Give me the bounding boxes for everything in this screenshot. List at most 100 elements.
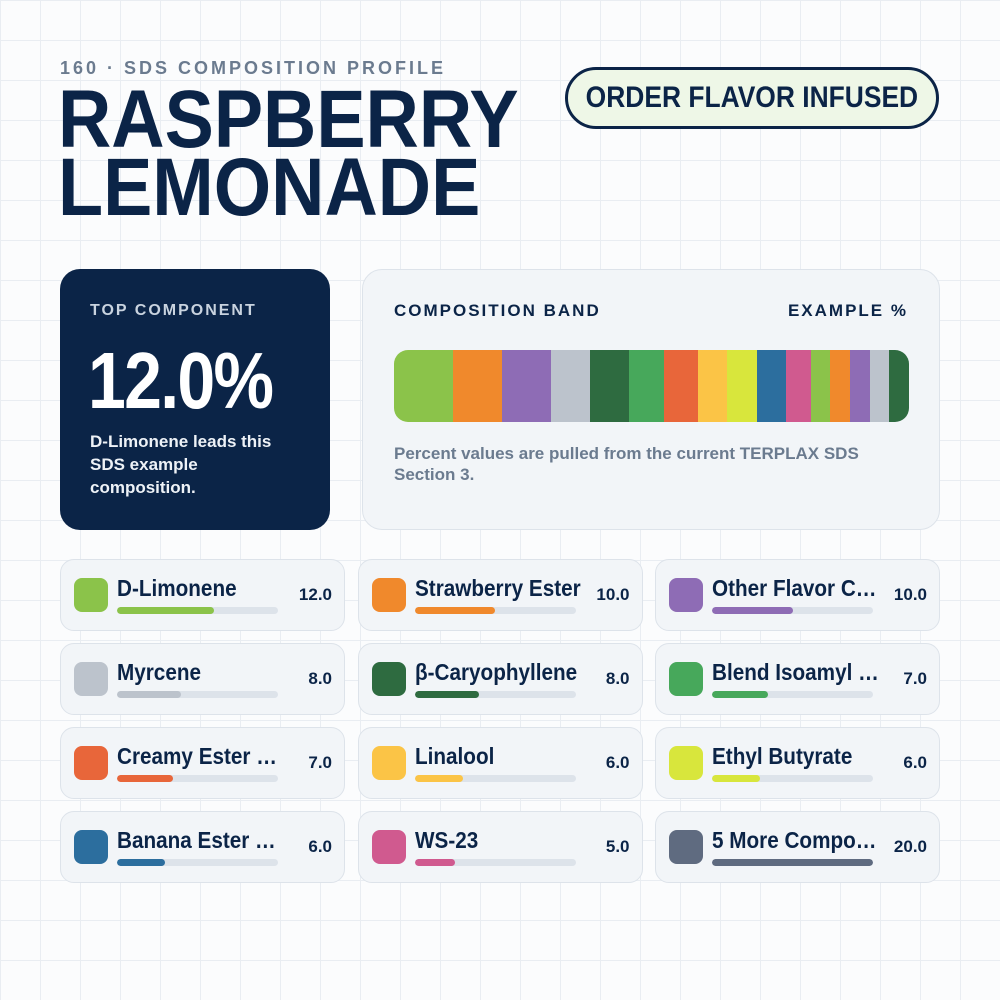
component-color-swatch — [669, 662, 703, 696]
component-name: Myrcene — [117, 659, 201, 685]
title-line-2: LEMONADE — [58, 142, 481, 233]
component-percent: 5.0 — [605, 837, 630, 856]
component-name: Banana Ester … — [117, 827, 276, 853]
component-bar-track — [414, 775, 576, 782]
component-color-swatch — [74, 578, 108, 612]
component-card: β-Caryophyllene 8.0 — [357, 643, 643, 715]
component-bar-track — [414, 607, 576, 614]
component-color-swatch — [669, 746, 703, 780]
component-card: Blend Isoamyl … 7.0 — [655, 643, 940, 715]
component-percent: 6.0 — [903, 753, 927, 772]
band-segment — [756, 350, 787, 422]
band-segment — [698, 350, 728, 422]
component-bar-track — [414, 691, 576, 698]
component-bar-track — [712, 859, 873, 866]
band-segment — [590, 350, 630, 422]
component-bar-track — [117, 691, 278, 698]
composition-band-title: COMPOSITION BAND — [394, 301, 601, 320]
component-bar-fill — [712, 607, 793, 614]
band-segment — [830, 350, 851, 422]
component-percent: 6.0 — [605, 753, 630, 772]
component-bar-fill — [414, 775, 463, 782]
component-card: D-Limonene 12.0 — [60, 559, 345, 631]
component-percent: 7.0 — [903, 669, 927, 688]
component-bar-track — [712, 775, 873, 782]
component-percent: 10.0 — [596, 585, 630, 604]
component-bar-fill — [712, 775, 761, 782]
composition-band-note: Percent values are pulled from the curre… — [394, 444, 859, 484]
component-bar-fill — [414, 691, 479, 698]
band-segment — [501, 350, 551, 422]
component-bar-fill — [712, 691, 769, 698]
component-color-swatch — [669, 578, 703, 612]
order-flavor-button[interactable]: ORDER FLAVOR INFUSED — [565, 67, 939, 129]
component-color-swatch — [371, 830, 406, 864]
component-name: Other Flavor C… — [712, 575, 877, 601]
component-card: Other Flavor C… 10.0 — [655, 559, 940, 631]
component-bar-fill — [117, 691, 182, 698]
component-color-swatch — [371, 578, 406, 612]
example-percent-label: EXAMPLE % — [787, 301, 908, 320]
component-percent: 12.0 — [298, 585, 332, 604]
band-segment — [850, 350, 870, 422]
component-bar-track — [117, 859, 278, 866]
component-bar-track — [414, 859, 576, 866]
composition-band-bar — [394, 350, 909, 422]
product-title: RASPBERRY LEMONADE — [58, 74, 519, 233]
top-component-label: TOP COMPONENT — [90, 302, 257, 319]
component-bar-track — [712, 607, 873, 614]
component-color-swatch — [669, 830, 703, 864]
band-segment — [550, 350, 591, 422]
component-color-swatch — [371, 662, 406, 696]
component-card: 5 More Compo… 20.0 — [655, 811, 940, 883]
band-segment — [663, 350, 699, 422]
component-name: Ethyl Butyrate — [712, 743, 853, 769]
composition-band-card: COMPOSITION BAND EXAMPLE % Percent value… — [362, 269, 940, 530]
component-name: Strawberry Ester — [414, 575, 581, 601]
component-percent: 8.0 — [308, 669, 332, 688]
band-segment — [394, 350, 453, 422]
component-name: Linalool — [414, 743, 494, 769]
component-card: Linalool 6.0 — [357, 727, 643, 799]
component-bar-track — [117, 775, 278, 782]
component-color-swatch — [371, 746, 406, 780]
component-color-swatch — [74, 662, 108, 696]
top-component-description: D-Limonene leads this SDS example compos… — [90, 432, 272, 497]
component-name: 5 More Compo… — [712, 827, 877, 853]
component-color-swatch — [74, 746, 108, 780]
component-name: Blend Isoamyl … — [712, 659, 879, 685]
component-name: D-Limonene — [117, 575, 237, 601]
component-name: WS-23 — [414, 827, 478, 853]
component-card: Banana Ester … 6.0 — [60, 811, 345, 883]
component-card: Strawberry Ester 10.0 — [357, 559, 643, 631]
component-bar-fill — [712, 859, 873, 866]
component-percent: 6.0 — [308, 837, 332, 856]
component-card: Creamy Ester … 7.0 — [60, 727, 345, 799]
band-segment — [452, 350, 502, 422]
band-segment — [810, 350, 831, 422]
component-bar-fill — [117, 859, 166, 866]
component-name: β-Caryophyllene — [414, 659, 577, 685]
component-name: Creamy Ester … — [117, 743, 277, 769]
component-card: Ethyl Butyrate 6.0 — [655, 727, 940, 799]
band-segment — [786, 350, 811, 422]
band-segment — [727, 350, 757, 422]
component-color-swatch — [74, 830, 108, 864]
title-line-1: RASPBERRY — [58, 74, 519, 165]
top-component-value: 12.0% — [88, 336, 274, 425]
order-flavor-button-label: ORDER FLAVOR INFUSED — [585, 81, 919, 114]
band-segment — [629, 350, 664, 422]
component-card: WS-23 5.0 — [357, 811, 643, 883]
component-bar-fill — [414, 607, 495, 614]
section-eyebrow: 160 · SDS COMPOSITION PROFILE — [60, 58, 447, 78]
component-bar-fill — [117, 607, 214, 614]
component-percent: 20.0 — [893, 837, 927, 856]
component-percent: 7.0 — [308, 753, 332, 772]
band-segment — [889, 350, 909, 422]
component-bar-track — [117, 607, 278, 614]
component-bar-fill — [117, 775, 174, 782]
component-bar-fill — [414, 859, 455, 866]
component-percent: 10.0 — [893, 585, 927, 604]
band-segment — [869, 350, 890, 422]
top-component-card: TOP COMPONENT 12.0% D-Limonene leads thi… — [60, 269, 330, 530]
